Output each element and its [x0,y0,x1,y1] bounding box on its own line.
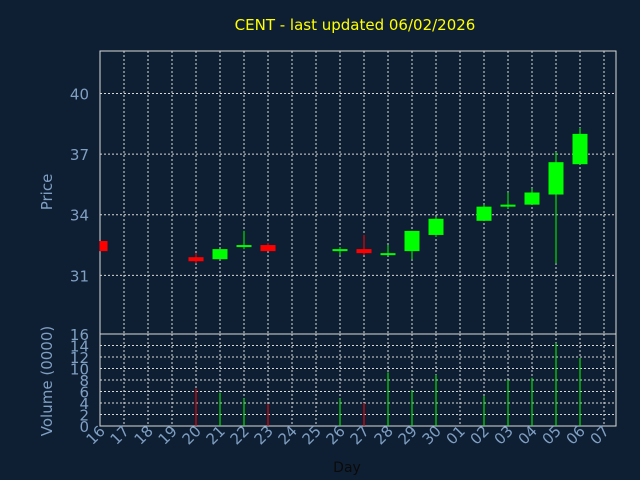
candle-body [260,245,276,252]
candle [572,127,588,165]
candle [548,152,564,264]
candle [99,241,108,252]
price-axis-ticks: 31 34 37 40 [70,85,89,285]
candle-body [548,162,564,195]
volume-axis-label: Volume (0000) [38,326,56,436]
candle-body [428,218,444,235]
candle [212,249,228,260]
chart-title: CENT - last updated 06/02/2026 [235,16,476,34]
volume-tick-label: 0 [79,418,89,436]
candle-body [404,230,420,252]
volume-tick-label: 12 [70,349,89,367]
candle-body [332,249,348,252]
candle [524,188,540,205]
candle [236,230,252,250]
candle [428,216,444,237]
candle-body [356,249,372,254]
candle-body [100,241,108,252]
volume-tick-label: 4 [79,395,89,413]
candle-body [236,245,252,248]
candle [188,253,204,264]
volume-tick-label: 2 [79,407,89,425]
candle [380,245,396,256]
price-axis-label: Price [38,174,56,211]
candle-body [476,206,492,221]
candle-body [500,204,516,207]
volume-bars [195,343,581,426]
candle-body [188,257,204,262]
candle [332,247,348,256]
volume-tick-label: 6 [79,384,89,402]
price-tick-label: 40 [70,85,89,103]
candle [500,192,516,209]
candle [260,243,276,252]
candle-body [572,133,588,165]
volume-grid [100,334,616,426]
price-tick-label: 31 [70,267,89,285]
candle [476,204,492,221]
volume-panel-frame [99,333,617,427]
price-tick-label: 34 [70,207,89,225]
candle-body [524,192,540,205]
volume-tick-label: 8 [79,372,89,390]
candlestick-series [99,127,588,264]
volume-tick-label: 14 [70,338,89,356]
volume-tick-label: 10 [70,361,89,379]
x-axis-label: Day [333,460,361,476]
candle [356,234,372,256]
candle-body [212,249,228,260]
candle-body [380,253,396,256]
price-tick-label: 37 [70,146,89,164]
volume-tick-label: 16 [70,326,89,344]
candle [404,230,420,260]
